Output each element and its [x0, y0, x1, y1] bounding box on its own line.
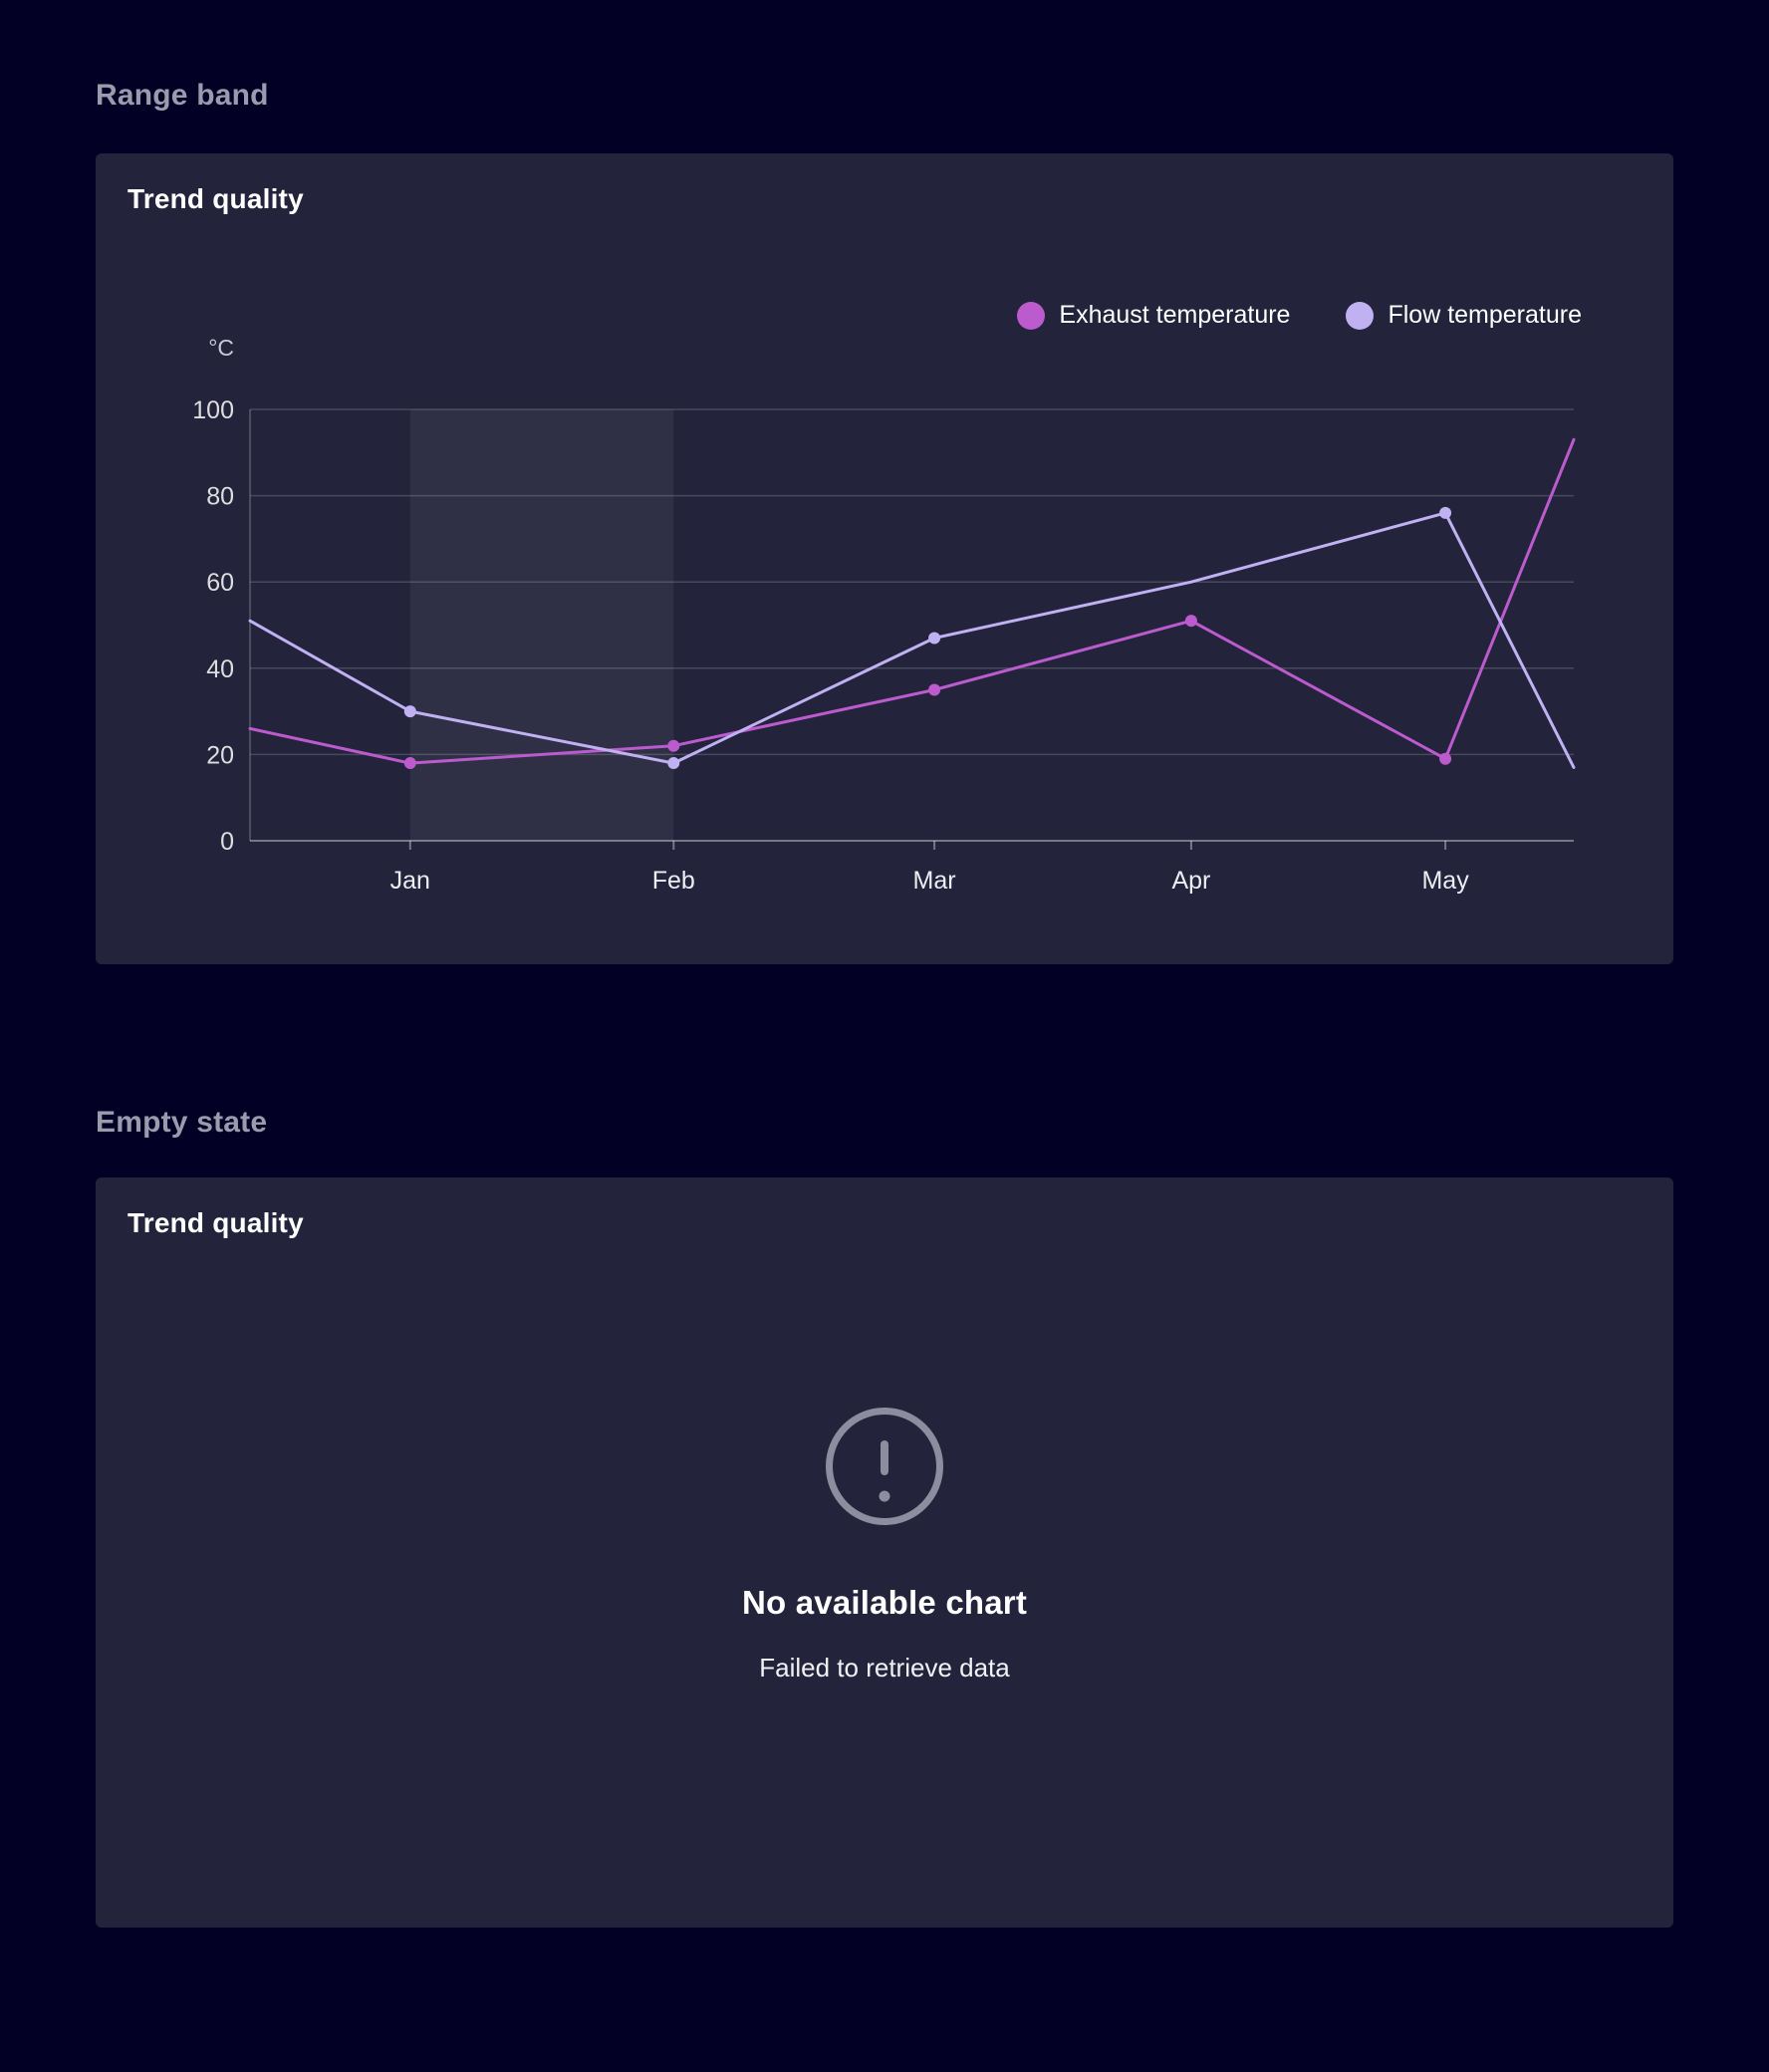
data-point-marker: [403, 705, 416, 718]
empty-state-section: Empty state Trend quality No available c…: [96, 1105, 1673, 1928]
data-point-marker: [667, 739, 680, 752]
chart-legend: Exhaust temperature Flow temperature: [1017, 301, 1582, 330]
section-title-empty-state: Empty state: [96, 1106, 268, 1139]
y-tick-label: 20: [206, 741, 234, 769]
legend-dot-flow: [1346, 301, 1375, 330]
x-tick-label: Jan: [390, 867, 430, 895]
data-point-marker: [403, 757, 416, 770]
x-tick-label: Mar: [913, 867, 956, 895]
empty-state-content: No available chart Failed to retrieve da…: [96, 1177, 1673, 1684]
range-band-region: [409, 409, 674, 841]
data-point-marker: [1439, 752, 1452, 765]
card-title: Trend quality: [127, 1207, 304, 1238]
card-title: Trend quality: [127, 183, 304, 214]
data-point-marker: [667, 757, 680, 770]
y-tick-label: 100: [192, 396, 234, 424]
range-band-section: Range band 0 20 40 60 80 100 °C Jan Feb Mar Apr May…: [96, 78, 1673, 964]
trend-quality-chart-card: 0 20 40 60 80 100 °C Jan Feb Mar Apr May Trend qual…: [96, 153, 1673, 964]
section-title-range-band: Range band: [96, 79, 269, 112]
y-tick-label: 0: [220, 828, 234, 856]
x-tick-label: May: [1421, 867, 1469, 895]
legend-label: Flow temperature: [1388, 301, 1582, 329]
data-point-marker: [1184, 615, 1197, 628]
y-tick-label: 40: [206, 655, 234, 683]
trend-quality-line-chart: 0 20 40 60 80 100 °C Jan Feb Mar Apr May: [192, 335, 1576, 895]
x-tick-label: Apr: [1171, 867, 1210, 895]
legend-dot-exhaust: [1017, 301, 1046, 330]
legend-item-flow-temperature[interactable]: Flow temperature: [1346, 301, 1582, 330]
data-point-marker: [928, 632, 941, 645]
x-tick-label: Feb: [652, 867, 695, 895]
data-point-marker: [1439, 506, 1452, 519]
y-axis-unit-label: °C: [208, 335, 234, 361]
legend-label: Exhaust temperature: [1059, 301, 1291, 329]
y-tick-label: 80: [206, 483, 234, 511]
trend-quality-empty-card: Trend quality No available chart Failed …: [96, 1177, 1673, 1928]
legend-item-exhaust-temperature[interactable]: Exhaust temperature: [1017, 301, 1290, 330]
exclamation-circle-icon: [826, 1408, 943, 1525]
empty-state-heading: No available chart: [741, 1584, 1028, 1621]
y-tick-label: 60: [206, 569, 234, 597]
empty-state-message: Failed to retrieve data: [759, 1653, 1010, 1683]
data-point-marker: [928, 683, 941, 696]
